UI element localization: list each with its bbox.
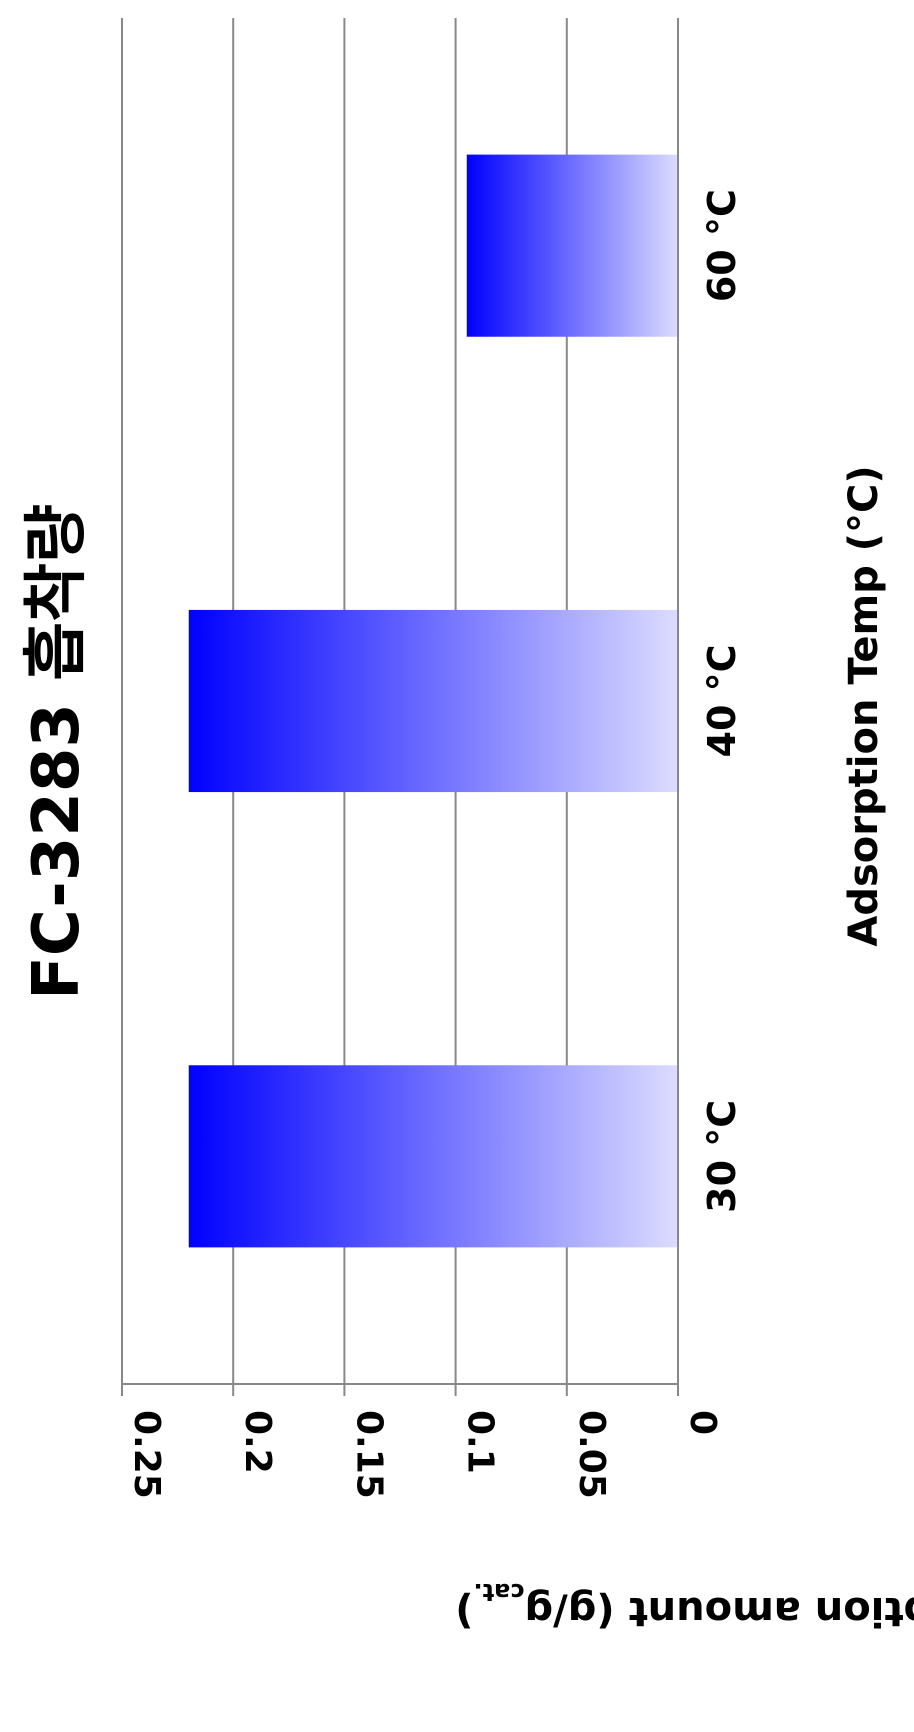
bar — [189, 1065, 678, 1247]
bar — [467, 155, 678, 337]
y-axis-label: adsorption amount (g/gcat.) — [455, 1578, 914, 1634]
y-tick-label: 0.25 — [126, 1410, 167, 1499]
chart-title: FC-3283 흡착량 — [20, 504, 94, 1000]
y-tick-label: 0 — [682, 1410, 723, 1435]
y-tick-label: 0.1 — [460, 1410, 501, 1474]
category-label: 60 °C — [700, 189, 744, 302]
y-axis-label-close: ) — [455, 1588, 473, 1634]
category-label: 30 °C — [700, 1100, 744, 1213]
y-tick-label: 0.05 — [571, 1410, 612, 1499]
y-tick-label: 0.2 — [237, 1410, 278, 1474]
y-tick-label: 0.15 — [348, 1410, 389, 1499]
bars — [189, 155, 678, 1248]
x-axis-label: Adsorption Temp (°C) — [841, 465, 887, 946]
labels: 0 0.05 0.1 0.15 0.2 0.25 30 °C 40 °C 60 °C — [126, 189, 744, 1499]
y-axis-label-main: adsorption amount (g/g — [525, 1588, 914, 1634]
y-axis-label-subscript: cat. — [473, 1578, 524, 1606]
bar — [189, 610, 678, 792]
category-label: 40 °C — [700, 645, 744, 758]
